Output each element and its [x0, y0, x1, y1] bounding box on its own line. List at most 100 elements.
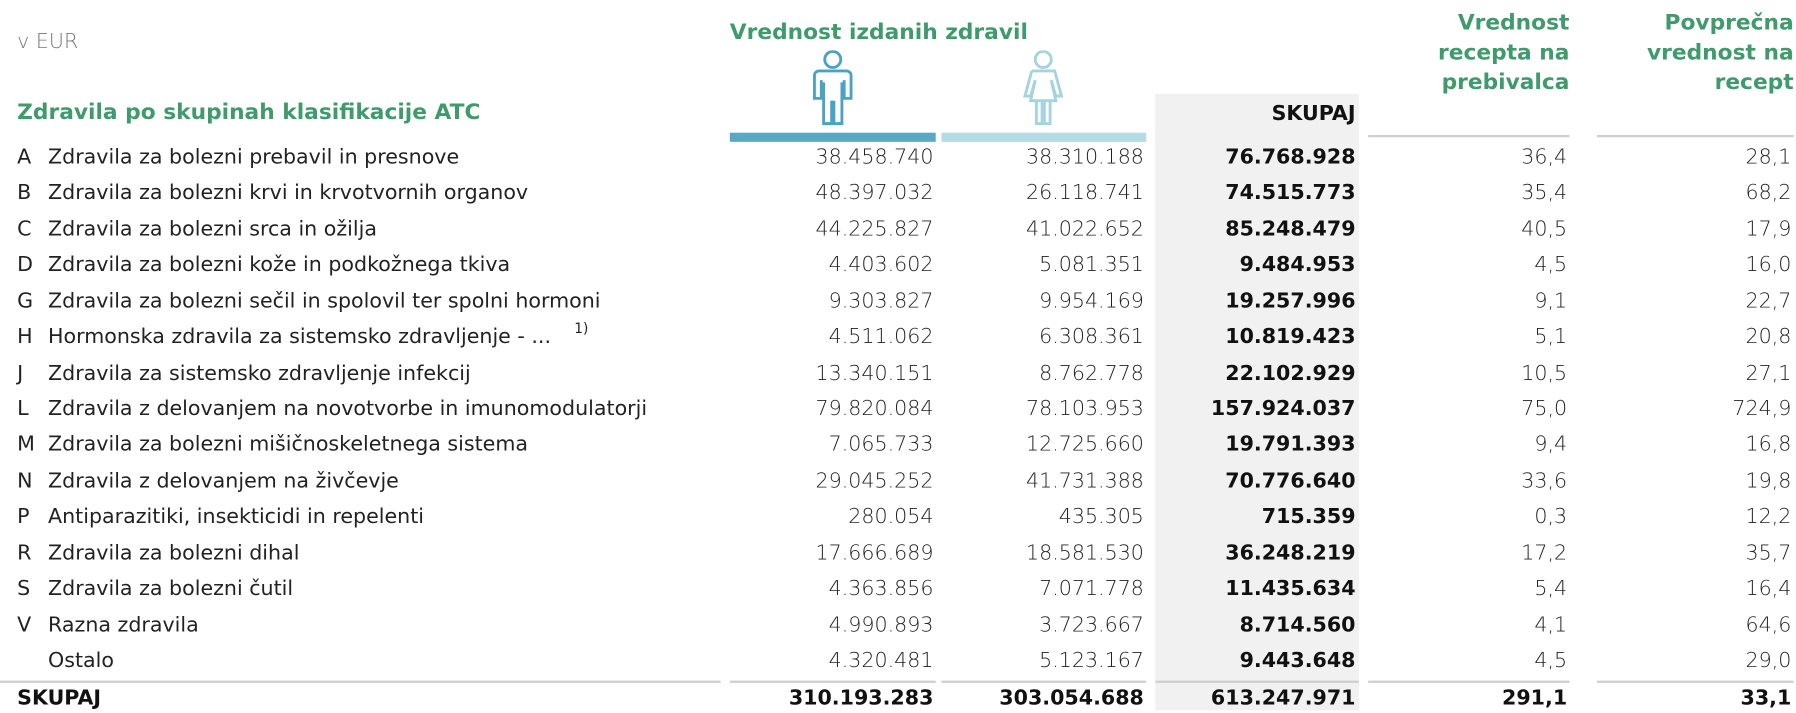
cell-value: 68,2 — [1745, 181, 1792, 206]
total-value: 613.247.971 — [1210, 686, 1356, 711]
cell-value: 76.768.928 — [1225, 145, 1356, 170]
row-name: Zdravila za bolezni krvi in krvotvornih … — [48, 181, 529, 206]
cell-value: 157.924.037 — [1210, 396, 1356, 421]
cell-value: 4,1 — [1534, 612, 1568, 637]
cell-value: 5.081.351 — [1039, 253, 1144, 278]
cell-value: 38.310.188 — [1026, 145, 1144, 170]
header-rule — [1596, 134, 1794, 138]
total-rule — [1155, 681, 1359, 684]
cell-value: 17.666.689 — [815, 540, 934, 565]
cell-value: 44.225.827 — [815, 217, 934, 242]
footnote: 1) — [574, 320, 589, 337]
cell-value: 78.103.953 — [1026, 396, 1144, 421]
total-header: SKUPAJ — [1271, 101, 1356, 126]
cell-value: 435.305 — [1058, 504, 1144, 529]
cell-value: 26.118.741 — [1026, 181, 1144, 206]
male-icon — [813, 50, 853, 125]
cell-value: 7.071.778 — [1039, 576, 1144, 601]
cell-value: 16,0 — [1745, 253, 1792, 278]
header-rule — [1368, 134, 1570, 138]
group-title: Vrednost izdanih zdravil — [729, 19, 1028, 45]
row-name: Ostalo — [48, 648, 114, 673]
cell-value: 22.102.929 — [1225, 360, 1356, 386]
total-value: 291,1 — [1502, 686, 1568, 711]
cell-value: 17,2 — [1521, 540, 1568, 565]
cell-value: 11.435.634 — [1225, 576, 1356, 601]
average-header: vrednost na — [1647, 40, 1794, 66]
cell-value: 38.458.740 — [815, 145, 934, 170]
cell-value: 85.248.479 — [1225, 217, 1356, 242]
row-code: V — [17, 612, 32, 637]
cell-value: 4.990.893 — [828, 612, 934, 637]
total-value: 33,1 — [1740, 686, 1792, 711]
cell-value: 19,8 — [1745, 468, 1792, 493]
cell-value: 28,1 — [1745, 145, 1792, 170]
cell-value: 17,9 — [1745, 217, 1792, 242]
cell-value: 9.484.953 — [1239, 253, 1356, 278]
cell-value: 4.363.856 — [828, 576, 934, 601]
cell-value: 5,4 — [1534, 576, 1568, 601]
cell-value: 12,2 — [1745, 504, 1792, 529]
cell-value: 9.443.648 — [1239, 648, 1356, 673]
cell-value: 75,0 — [1521, 396, 1568, 421]
row-code: D — [17, 253, 34, 278]
per-capita-header: prebivalca — [1441, 69, 1570, 95]
cell-value: 4,5 — [1534, 648, 1568, 673]
cell-value: 4.320.481 — [828, 648, 934, 673]
cell-value: 280.054 — [848, 504, 934, 529]
cell-value: 70.776.640 — [1225, 468, 1356, 493]
row-name: Zdravila za bolezni čutil — [48, 576, 294, 601]
row-code: P — [17, 504, 30, 529]
cell-value: 4,5 — [1534, 253, 1568, 278]
unit: v EUR — [17, 29, 79, 54]
cell-value: 9,4 — [1534, 432, 1568, 457]
cell-value: 19.257.996 — [1225, 289, 1356, 314]
cell-value: 12.725.660 — [1026, 432, 1144, 457]
cell-value: 18.581.530 — [1026, 540, 1144, 565]
female-icon — [1023, 50, 1064, 125]
total-rule — [729, 681, 936, 684]
row-name: Zdravila za bolezni sečil in spolovil te… — [48, 289, 601, 314]
row-name: Zdravila za bolezni srca in ožilja — [48, 217, 377, 242]
row-name: Zdravila za bolezni dihal — [48, 540, 300, 565]
cell-value: 4.511.062 — [828, 325, 934, 350]
cell-value: 19.791.393 — [1225, 432, 1356, 457]
cell-value: 724,9 — [1732, 396, 1792, 421]
cell-value: 79.820.084 — [815, 396, 934, 421]
row-code: L — [17, 396, 29, 421]
cell-value: 8.762.778 — [1039, 360, 1144, 386]
cell-value: 22,7 — [1745, 289, 1792, 314]
row-name: Zdravila z delovanjem na novotvorbe in i… — [48, 396, 648, 421]
row-code: A — [17, 145, 32, 170]
total-rule — [0, 681, 721, 684]
cell-value: 36,4 — [1521, 145, 1568, 170]
total-rule — [1368, 681, 1570, 684]
cell-value: 74.515.773 — [1225, 181, 1356, 206]
cell-value: 35,4 — [1521, 181, 1568, 206]
per-capita-header: recepta na — [1438, 40, 1570, 66]
row-name: Razna zdravila — [48, 612, 199, 637]
cell-value: 27,1 — [1745, 360, 1792, 386]
total-rule — [1596, 681, 1794, 684]
row-code: N — [17, 468, 33, 493]
female-bar — [941, 132, 1147, 142]
cell-value: 41.731.388 — [1026, 468, 1144, 493]
row-code: J — [17, 360, 24, 386]
cell-value: 20,8 — [1745, 325, 1792, 350]
cell-value: 10.819.423 — [1225, 325, 1356, 350]
cell-value: 0,3 — [1534, 504, 1568, 529]
cell-value: 9,1 — [1534, 289, 1568, 314]
row-code: G — [17, 289, 34, 314]
cell-value: 10,5 — [1521, 360, 1568, 386]
total-value: 310.193.283 — [788, 686, 934, 711]
row-code: H — [17, 325, 33, 350]
total-rule — [941, 681, 1147, 684]
cell-value: 9.303.827 — [828, 289, 934, 314]
row-code: M — [17, 432, 35, 457]
average-header: recept — [1714, 69, 1794, 95]
row-name: Zdravila za bolezni mišičnoskeletnega si… — [48, 432, 529, 457]
cell-value: 5,1 — [1534, 325, 1568, 350]
row-code: B — [17, 181, 32, 206]
male-bar — [729, 132, 936, 142]
